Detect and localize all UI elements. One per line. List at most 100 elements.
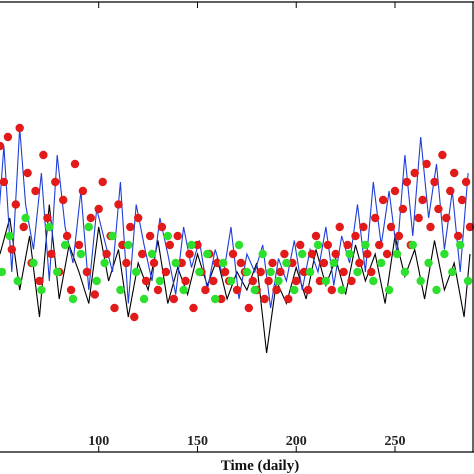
red-point [145,231,155,241]
green-point [139,294,149,304]
red-point [236,258,246,268]
red-point [51,177,60,187]
green-point [440,249,449,259]
x-tick-label: 200 [286,434,307,449]
red-point [43,213,52,223]
red-point [335,222,344,232]
red-point [66,285,76,295]
red-point [86,213,96,223]
red-point [465,222,474,232]
red-point [134,213,143,223]
green-point [155,276,165,286]
red-point [161,267,171,277]
red-point [418,195,427,205]
green-point [345,249,354,259]
red-point [82,267,92,277]
red-point [292,276,301,286]
red-point [39,150,48,160]
red-point [303,285,313,295]
green-point [92,276,101,286]
green-point [179,285,188,295]
red-point [98,177,107,187]
green-point [432,285,441,295]
green-point [290,285,299,295]
red-point [260,294,269,304]
green-point [21,213,30,223]
red-point [430,177,439,187]
red-point [31,186,40,196]
red-point [11,200,20,209]
x-axis-label: Time (daily) [221,458,299,474]
red-point [256,267,265,277]
red-point [315,276,325,286]
red-point [213,258,222,268]
green-point [84,222,94,232]
green-point [369,276,378,286]
red-point [118,240,127,250]
red-point [244,303,253,313]
red-point [122,258,131,268]
red-point [355,258,364,268]
green-point [448,267,457,277]
red-point [23,168,32,178]
green-point [353,267,362,277]
green-point [195,267,204,277]
green-point [313,240,323,250]
red-point [181,276,190,286]
green-point [266,267,275,277]
red-point [382,249,392,259]
red-point [209,276,218,286]
green-point [250,285,259,295]
red-point [319,258,329,268]
green-point [258,249,267,259]
red-point [19,222,28,232]
green-point [400,267,410,277]
series-lines [0,127,471,354]
red-point [173,231,182,241]
red-point [450,168,459,178]
red-point [307,249,317,259]
green-point [108,231,117,241]
red-point [177,258,186,268]
red-point [232,285,242,295]
green-point [37,285,46,295]
green-point [5,231,14,241]
red-point [130,312,139,322]
green-point [45,222,54,232]
red-point [70,159,80,169]
red-point [343,240,352,250]
red-point [296,240,305,250]
green-point [361,240,370,250]
green-point [377,258,386,268]
red-point [217,294,226,304]
red-point [228,249,238,259]
red-point [276,267,285,277]
green-point [298,249,307,259]
green-point [100,258,109,268]
red-point [299,267,309,277]
red-point [323,240,332,250]
green-point [187,240,196,250]
red-point [201,285,210,295]
red-point [311,231,321,241]
red-point [102,249,111,259]
green-point [132,267,141,277]
red-point [378,195,388,205]
red-point [414,213,423,223]
red-point [284,294,293,304]
red-point [442,213,451,223]
red-point [363,249,372,259]
green-point [456,240,465,250]
green-point [337,285,346,295]
red-point [398,204,408,214]
x-ticks: 100 150 200 250 [88,2,405,452]
green-point [68,294,78,304]
green-point [0,267,7,277]
red-point [165,240,174,250]
green-point [76,249,86,259]
red-point [153,285,163,295]
green-point [384,285,394,295]
red-point [74,240,84,250]
red-point [94,204,103,214]
red-point [457,195,467,205]
